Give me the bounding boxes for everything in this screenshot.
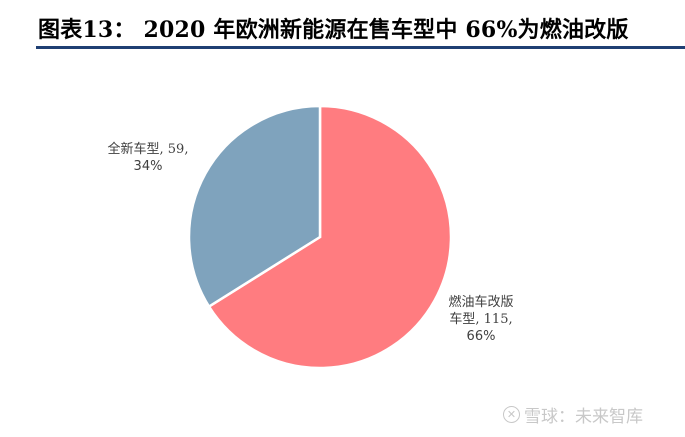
title-divider	[36, 46, 685, 49]
label-line: 全新车型, 59,	[107, 142, 189, 157]
label-line: 车型, 115,	[449, 312, 513, 327]
watermark: ✕ 雪球：未来智库	[503, 402, 643, 427]
xueqiu-logo-icon: ✕	[503, 406, 520, 423]
label-line: 燃油车改版	[448, 295, 514, 310]
watermark-text: 雪球：未来智库	[524, 407, 643, 427]
label-percent: 66%	[466, 329, 496, 344]
label-percent: 34%	[133, 159, 163, 174]
pie-slice	[207, 104, 453, 370]
chart-title: 图表13： 2020 年欧洲新能源在售车型中 66%为燃油改版	[38, 17, 629, 43]
slice-label-fuel-conversion: 燃油车改版 车型, 115, 66%	[436, 294, 526, 345]
slice-label-new-models: 全新车型, 59, 34%	[98, 141, 198, 175]
pie-slice	[187, 104, 322, 309]
